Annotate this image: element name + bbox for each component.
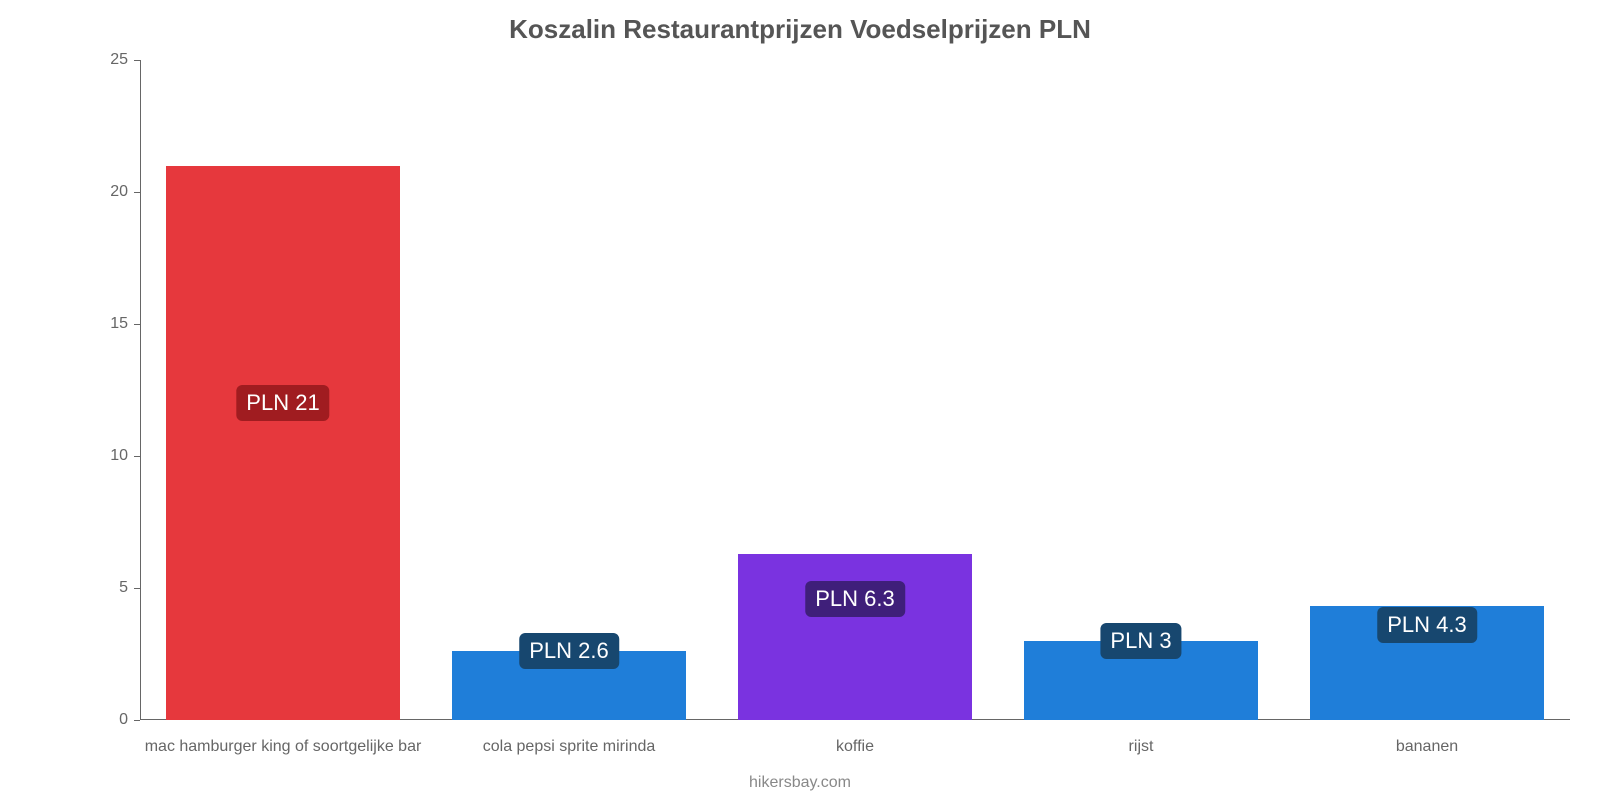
value-badge: PLN 21: [236, 385, 329, 421]
y-tick-mark: [134, 324, 140, 325]
value-badge: PLN 3: [1100, 623, 1181, 659]
y-tick-mark: [134, 456, 140, 457]
x-category-label: cola pepsi sprite mirinda: [483, 738, 656, 756]
y-tick-mark: [134, 60, 140, 61]
value-badge: PLN 2.6: [519, 633, 619, 669]
plot-area: 0510152025 PLN 21PLN 2.6PLN 6.3PLN 3PLN …: [140, 60, 1570, 720]
x-category-label: mac hamburger king of soortgelijke bar: [145, 738, 422, 756]
x-category-label: koffie: [836, 738, 874, 756]
value-badge: PLN 6.3: [805, 581, 905, 617]
x-category-label: bananen: [1396, 738, 1458, 756]
y-tick-label: 0: [68, 711, 128, 729]
y-tick-mark: [134, 588, 140, 589]
y-tick-label: 10: [68, 447, 128, 465]
credit-text: hikersbay.com: [0, 774, 1600, 792]
y-tick-mark: [134, 192, 140, 193]
y-tick-label: 20: [68, 183, 128, 201]
chart-container: Koszalin Restaurantprijzen Voedselprijze…: [0, 0, 1600, 800]
y-tick-label: 5: [68, 579, 128, 597]
x-category-label: rijst: [1129, 738, 1154, 756]
y-tick-label: 25: [68, 51, 128, 69]
bar: [166, 166, 401, 720]
y-tick-label: 15: [68, 315, 128, 333]
value-badge: PLN 4.3: [1377, 607, 1477, 643]
y-axis-line: [140, 60, 141, 720]
bar: [738, 554, 973, 720]
chart-title: Koszalin Restaurantprijzen Voedselprijze…: [0, 14, 1600, 45]
y-tick-mark: [134, 720, 140, 721]
